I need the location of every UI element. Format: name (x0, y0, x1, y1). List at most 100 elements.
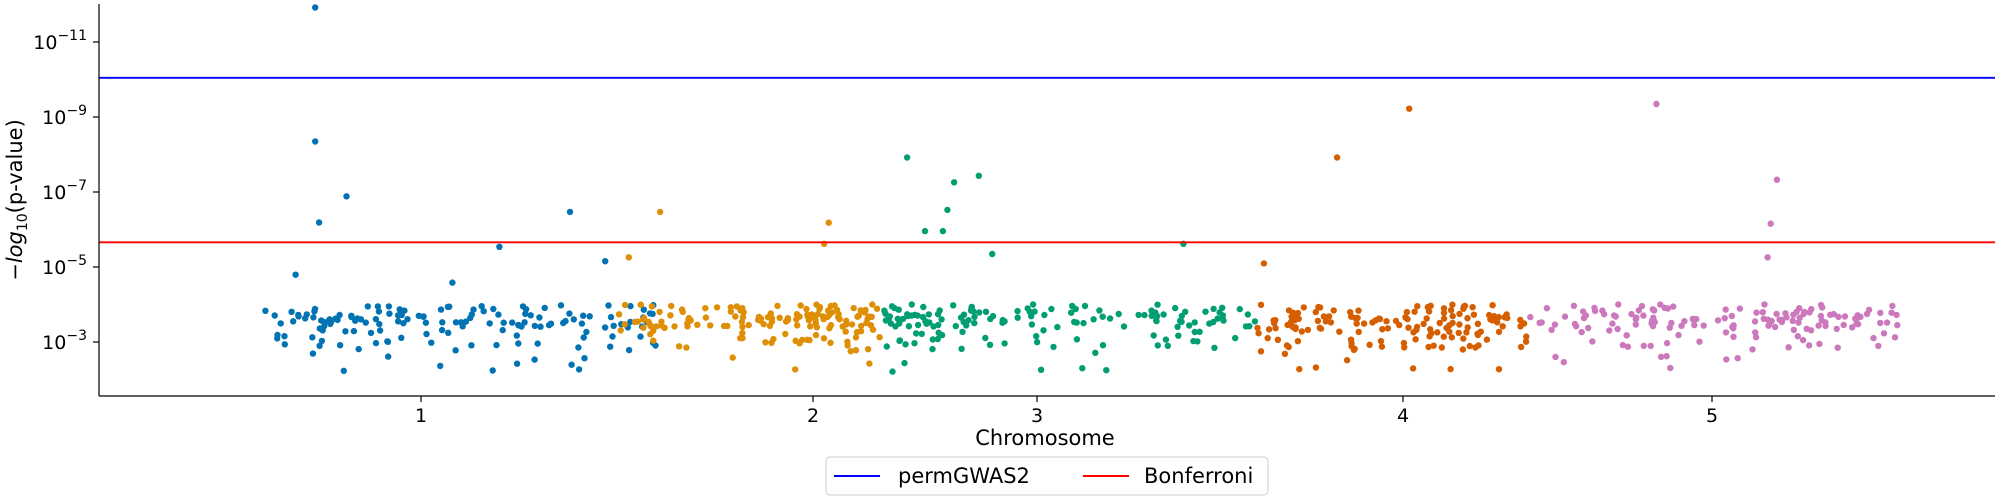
data-point (1294, 309, 1302, 317)
data-point (1730, 333, 1737, 340)
x-axis-title: Chromosome (975, 426, 1114, 450)
data-point-top-hit (312, 138, 319, 145)
data-point (1789, 317, 1796, 324)
data-point (713, 304, 721, 311)
data-point (675, 343, 683, 350)
data-point (617, 327, 624, 334)
data-point (1427, 302, 1434, 309)
data-point (656, 308, 663, 316)
data-point (1434, 329, 1441, 336)
data-point (1196, 328, 1203, 335)
data-point (1657, 353, 1665, 360)
data-point (1438, 344, 1446, 351)
data-point (1764, 316, 1772, 323)
data-point (350, 327, 358, 335)
data-point (615, 311, 623, 318)
data-point (1853, 320, 1860, 327)
data-point (739, 305, 746, 312)
data-point (537, 323, 544, 330)
y-tick-label-exponent: −3 (66, 328, 87, 344)
data-point (848, 321, 856, 328)
data-point (1623, 332, 1630, 339)
data-point (1403, 308, 1411, 316)
data-point (1663, 339, 1671, 347)
data-point (1325, 313, 1333, 320)
data-point (881, 307, 888, 314)
data-point (1728, 312, 1736, 320)
data-point (1014, 307, 1021, 315)
data-point (667, 312, 674, 319)
data-point (911, 340, 918, 347)
data-point (1880, 330, 1888, 337)
data-point (1220, 317, 1227, 324)
data-point (1776, 316, 1783, 323)
data-point (908, 301, 915, 308)
data-points (262, 4, 1901, 375)
data-point (1430, 342, 1437, 349)
data-point (1800, 310, 1807, 318)
data-point (1790, 326, 1798, 334)
data-point (515, 322, 522, 329)
data-point (445, 329, 452, 336)
data-point (1054, 323, 1061, 331)
data-point (607, 313, 615, 321)
data-point (1360, 320, 1368, 327)
data-point (1343, 357, 1351, 364)
data-point (1522, 338, 1530, 345)
data-point (1817, 312, 1825, 320)
data-point (1284, 321, 1291, 329)
data-point (1894, 321, 1901, 329)
data-point (1459, 346, 1467, 353)
data-point (318, 317, 325, 324)
data-point (452, 347, 459, 354)
data-point (694, 321, 701, 328)
data-point (468, 311, 475, 318)
data-point (1628, 310, 1635, 318)
data-point (310, 314, 317, 321)
data-point (1411, 308, 1418, 315)
data-point (1723, 356, 1730, 363)
data-point (847, 348, 854, 355)
data-point (1579, 308, 1587, 315)
data-point (1440, 309, 1448, 317)
data-point (1560, 358, 1568, 366)
data-point (581, 355, 588, 362)
y-tick-label: 10−3 (42, 328, 87, 354)
data-point (869, 326, 877, 333)
data-point (1463, 329, 1470, 336)
data-point (309, 350, 317, 357)
data-point (965, 317, 972, 324)
data-point (820, 315, 827, 323)
threshold-lines (99, 76, 1995, 244)
data-point (1440, 305, 1448, 312)
data-point (1312, 364, 1320, 371)
data-point (478, 303, 485, 310)
data-point (1461, 302, 1469, 309)
data-point (914, 321, 922, 329)
x-ticks: 1 2 3 4 5 (415, 396, 1718, 427)
data-point (982, 308, 990, 315)
data-point (372, 339, 380, 347)
data-point (274, 331, 281, 339)
data-point (1543, 305, 1551, 312)
data-point (1857, 313, 1864, 320)
data-point (580, 334, 587, 341)
data-point (844, 338, 851, 345)
data-point (1681, 318, 1688, 325)
data-point (1164, 342, 1172, 349)
data-point (1571, 320, 1579, 328)
data-point (367, 329, 375, 337)
data-point (1612, 313, 1619, 320)
data-point (1440, 315, 1448, 322)
data-point (586, 313, 593, 320)
data-point (1650, 317, 1657, 324)
data-point (1172, 304, 1179, 312)
y-tick-label-exponent: −9 (66, 103, 87, 119)
data-point (1841, 313, 1849, 320)
data-point (1014, 314, 1021, 321)
data-point (1096, 307, 1103, 314)
data-point-top-hit (312, 4, 319, 11)
data-point (1464, 324, 1471, 331)
data-point (1751, 318, 1759, 325)
data-point (1782, 310, 1789, 317)
